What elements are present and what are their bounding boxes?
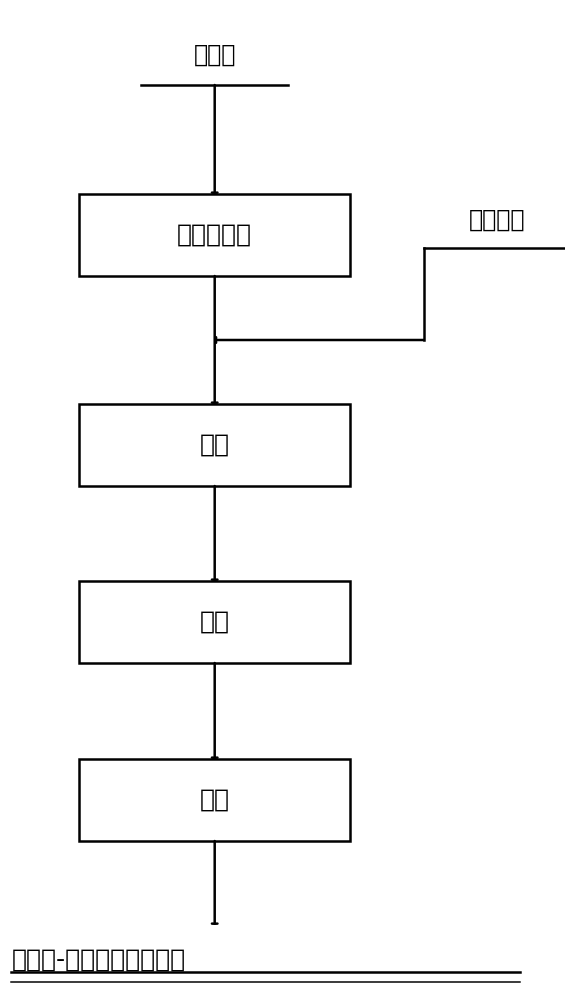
Bar [79,404,350,486]
Text: 混料: 混料 [199,433,230,457]
Text: 烧结: 烧结 [199,788,230,812]
Bar [79,759,350,841]
Text: 氧化锦-镁橄榄石复合材料: 氧化锦-镁橄榄石复合材料 [11,948,185,972]
Text: 成型: 成型 [199,610,230,634]
Text: 锻烧预处理: 锻烧预处理 [177,223,252,247]
Bar [79,581,350,663]
Text: 氧化锦源: 氧化锦源 [469,208,525,232]
Text: 菱镁矿: 菱镁矿 [193,43,236,67]
Bar [79,194,350,276]
